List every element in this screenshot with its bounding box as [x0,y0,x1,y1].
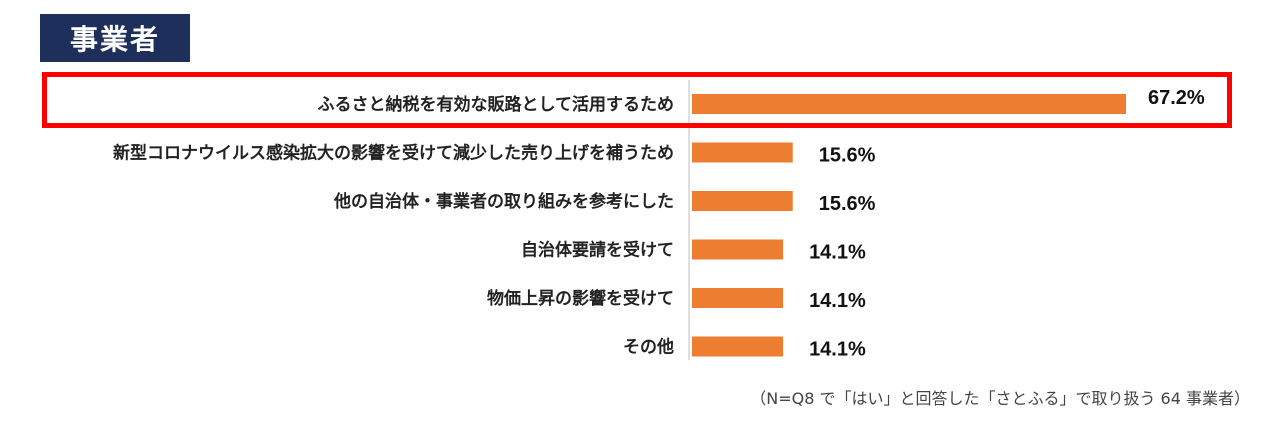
footnote: （N=Q8 で「はい」と回答した「さとふる」で取り扱う 64 事業者） [750,389,1250,408]
value-label: 14.1% [809,242,866,264]
title-badge-label: 事業者 [69,23,160,56]
bar [692,239,784,260]
category-label: 自治体要請を受けて [521,240,674,261]
title-badge: 事業者 [40,14,190,62]
bar [692,288,784,308]
category-label: ふるさと納税を有効な販路として活用するため [318,94,675,115]
category-label: 他の自治体・事業者の取り組みを参考にした [333,191,674,212]
bar-chart: ふるさと納税を有効な販路として活用するため 67.2% 新型コロナウイルス感染拡大の… [113,80,1205,361]
category-label: 物価上昇の影響を受けて [487,288,674,309]
category-label: その他 [623,337,674,358]
value-label: 15.6% [819,145,876,167]
value-label: 14.1% [809,339,866,361]
value-label: 67.2% [1148,87,1205,109]
value-label: 14.1% [809,290,866,312]
bar [692,336,784,357]
value-label: 15.6% [819,193,876,215]
bar [692,94,1126,114]
category-label: 新型コロナウイルス感染拡大の影響を受けて減少した売り上げを補うため [113,143,674,164]
bar [692,142,793,163]
bar [692,191,793,211]
